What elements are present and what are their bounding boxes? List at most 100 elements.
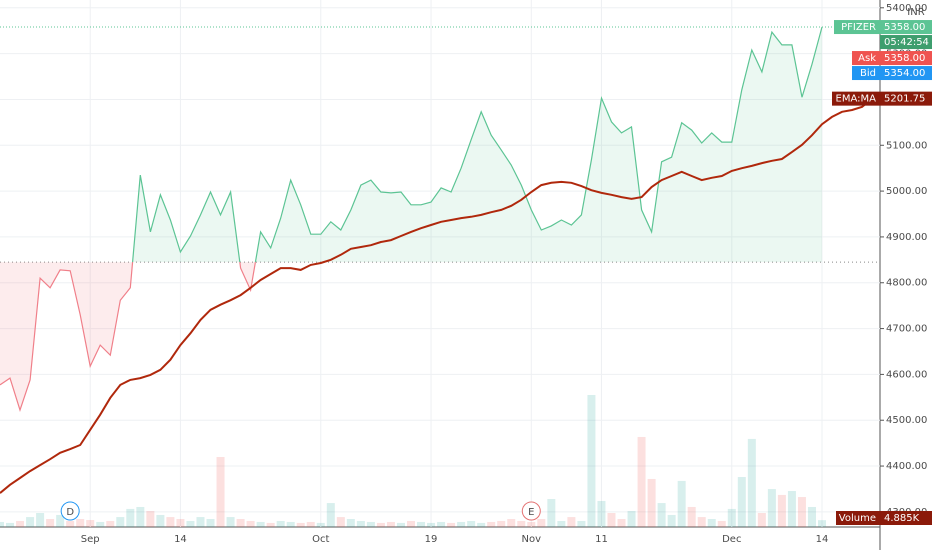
volume-bar xyxy=(116,517,125,527)
countdown-value: 05:42:54 xyxy=(884,37,929,48)
volume-bar xyxy=(136,506,145,527)
volume-bar xyxy=(617,519,626,527)
volume-bar xyxy=(407,520,415,527)
volume-bar xyxy=(787,491,796,527)
volume-bar xyxy=(557,520,566,527)
volume-bar xyxy=(757,513,766,527)
price-tag-bg xyxy=(880,20,932,35)
volume-bar xyxy=(146,511,155,527)
volume-bar xyxy=(216,457,225,527)
volume-bar xyxy=(707,519,716,527)
volume-bar xyxy=(256,521,265,527)
volume-bar xyxy=(176,519,185,527)
bid-name: Bid xyxy=(860,68,876,79)
volume-bar xyxy=(727,508,736,527)
x-tick-label: 14 xyxy=(174,534,187,545)
x-tick-label: 19 xyxy=(425,534,438,545)
y-tick-label: 5400.00 xyxy=(886,3,927,14)
volume-bar xyxy=(196,517,205,527)
volume-bar xyxy=(336,517,345,527)
volume-bar xyxy=(627,511,636,527)
bid-value: 5354.00 xyxy=(884,68,925,79)
volume-bar xyxy=(126,508,135,527)
volume-bar xyxy=(26,517,35,527)
x-tick-label: Dec xyxy=(722,534,741,545)
volume-tag-bg xyxy=(880,511,932,525)
volume-bar xyxy=(86,520,95,527)
area-above xyxy=(0,27,822,263)
volume-bar xyxy=(667,514,676,527)
countdown-bg xyxy=(880,35,932,50)
volume-bar xyxy=(46,519,55,527)
y-tick-label: 5100.00 xyxy=(886,140,927,151)
volume-bar xyxy=(56,514,65,527)
volume-bar xyxy=(437,521,446,527)
volume-bar xyxy=(587,394,596,527)
price-tag-name-bg xyxy=(834,20,880,35)
y-tick-label: 4400.00 xyxy=(886,461,927,472)
ask-value: 5358.00 xyxy=(884,53,925,64)
ask-name-bg xyxy=(852,51,880,66)
volume-bar xyxy=(386,521,395,527)
y-tick-label: 4600.00 xyxy=(886,369,927,380)
volume-bar xyxy=(376,522,385,527)
volume-bar xyxy=(717,520,726,527)
ema-tag-bg xyxy=(880,91,932,106)
event-label: E xyxy=(528,507,534,518)
volume-bar xyxy=(427,522,436,527)
volume-bar xyxy=(0,521,4,527)
volume-bar xyxy=(467,520,476,527)
bid-name-bg xyxy=(852,66,880,81)
ask-bg xyxy=(880,51,932,66)
volume-bar xyxy=(487,521,496,527)
volume-bar xyxy=(477,522,486,527)
volume-bar xyxy=(447,522,456,527)
volume-bar xyxy=(547,499,556,527)
volume-bar xyxy=(767,489,776,527)
x-tick-label: Nov xyxy=(522,534,542,545)
grid xyxy=(0,0,880,527)
x-tick-label: Oct xyxy=(312,534,329,545)
ema-tag-name: EMA:MA xyxy=(836,94,877,105)
ema-line xyxy=(0,97,873,494)
volume-bar xyxy=(76,519,85,527)
volume-bar xyxy=(697,517,706,527)
y-tick-label: 4800.00 xyxy=(886,278,927,289)
volume-bar xyxy=(647,478,656,527)
volume-bar xyxy=(517,520,526,527)
volume-bar xyxy=(366,521,375,527)
volume-bar xyxy=(457,521,466,527)
price-tag-value: 5358.00 xyxy=(884,22,925,33)
event-label: D xyxy=(66,507,74,518)
currency: INR xyxy=(907,7,924,18)
volume-bar xyxy=(797,497,806,527)
volume-bar xyxy=(296,522,305,527)
volume-bar xyxy=(396,522,405,527)
volume-bar xyxy=(657,503,666,527)
volume-bar xyxy=(737,477,746,527)
event-marker xyxy=(521,501,541,521)
volume-bar xyxy=(306,521,315,527)
volume-bar xyxy=(326,503,335,527)
volume-bar xyxy=(316,522,325,527)
volume-bar xyxy=(6,522,15,527)
volume-bar xyxy=(607,513,616,527)
volume-bar xyxy=(266,522,275,527)
volume-bar xyxy=(186,520,195,527)
volume-bar xyxy=(807,506,816,527)
volume-tag-name: Volume xyxy=(839,513,876,524)
volume-bar xyxy=(537,519,546,527)
volume-name-bg xyxy=(836,511,880,525)
volume-bar xyxy=(818,520,826,527)
volume-bar xyxy=(637,436,646,527)
y-tick-label: 4900.00 xyxy=(886,232,927,243)
y-tick-label: 4500.00 xyxy=(886,415,927,426)
volume-bar xyxy=(96,521,105,527)
y-tick-label: 4700.00 xyxy=(886,324,927,335)
x-tick-label: 14 xyxy=(816,534,829,545)
volume-bar xyxy=(747,438,756,527)
price-tag-name: PFIZER xyxy=(841,22,876,33)
volume-bar xyxy=(356,520,365,527)
